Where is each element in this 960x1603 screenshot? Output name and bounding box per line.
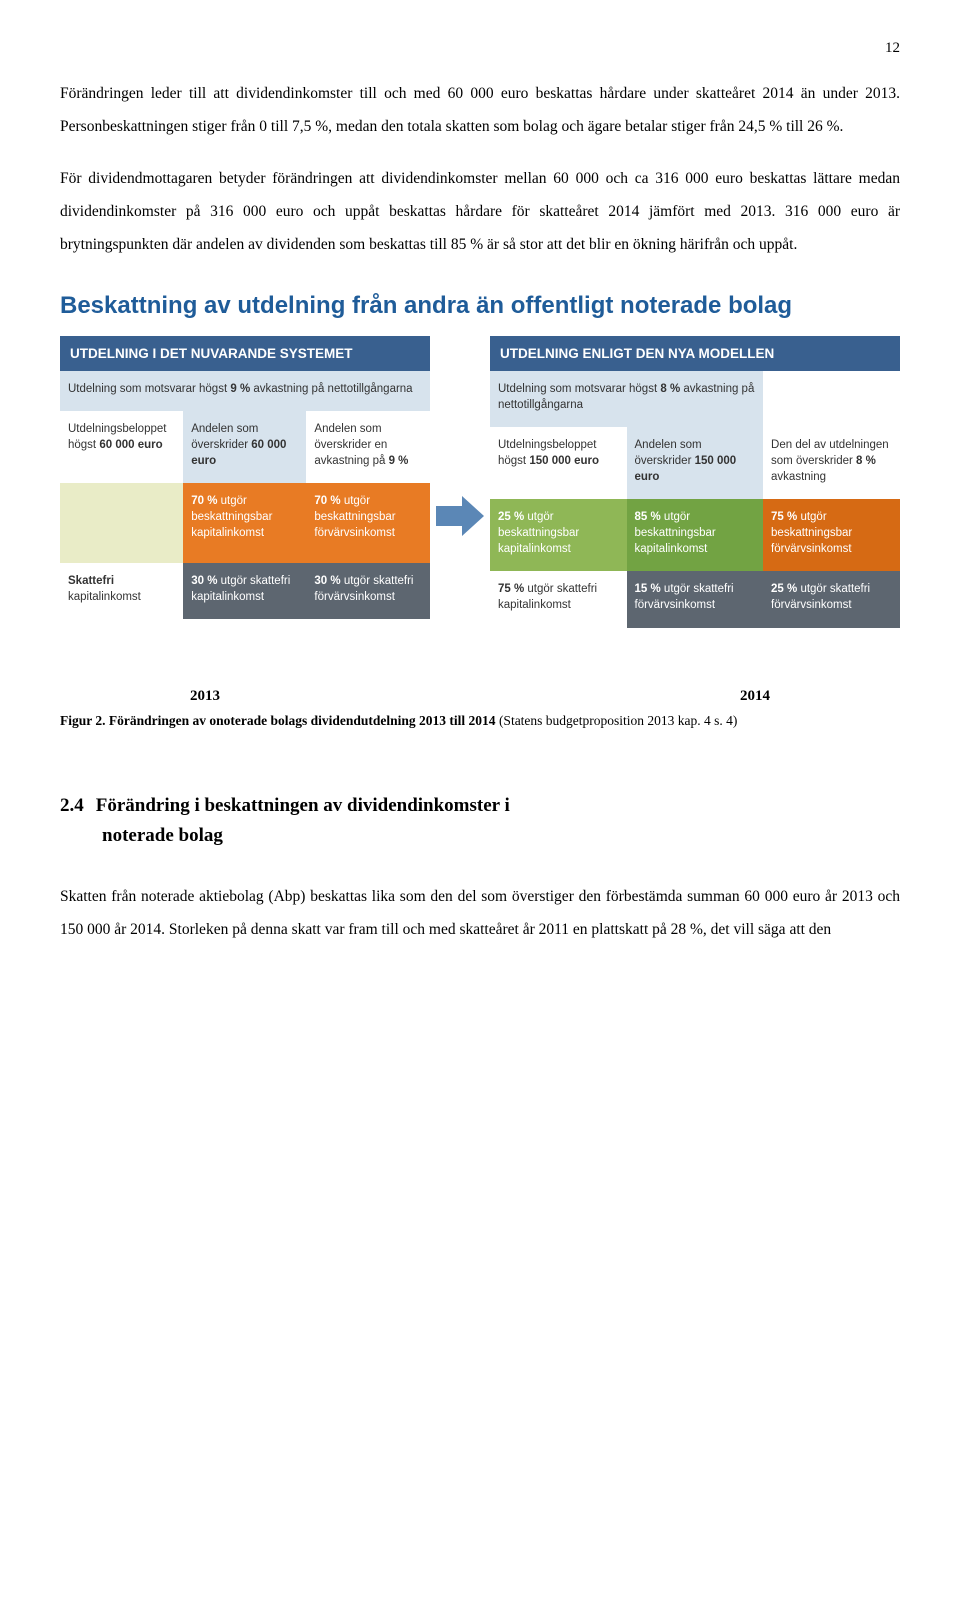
heading-line2: noterade bolag	[102, 821, 900, 851]
page-number: 12	[60, 40, 900, 57]
right-r3-c1: 25 % utgör beskattningsbar kapitalinkoms…	[490, 499, 627, 571]
arrow-right-icon	[436, 496, 484, 536]
paragraph-1: Förändringen leder till att dividendinko…	[60, 77, 900, 144]
right-row1-spacer	[763, 371, 900, 427]
heading-line1: Förändring i beskattningen av dividendin…	[96, 795, 510, 816]
year-2014: 2014	[740, 688, 770, 705]
left-r4-c1: Skattefri kapitalinkomst	[60, 563, 183, 619]
left-row1-cell: Utdelning som motsvarar högst 9 % avkast…	[60, 371, 430, 411]
right-r3-c2: 85 % utgör beskattningsbar kapitalinkoms…	[627, 499, 764, 571]
left-r2-c3: Andelen som överskrider en avkastning på…	[306, 411, 430, 483]
left-r3-c1	[60, 483, 183, 563]
panel-new-model: UTDELNING ENLIGT DEN NYA MODELLEN Utdeln…	[490, 336, 900, 628]
arrow-container	[430, 336, 490, 628]
left-row3: 70 % utgör beskattningsbar kapitalinkoms…	[60, 483, 430, 563]
right-r2-c3: Den del av utdelningen som överskrider 8…	[763, 427, 900, 499]
right-r2-c1: Utdelningsbeloppet högst 150 000 euro	[490, 427, 627, 499]
figure-caption-bold: Figur 2. Förändringen av onoterade bolag…	[60, 713, 499, 728]
heading-number: 2.4	[60, 791, 84, 821]
figure-years: 2013 2014	[190, 688, 770, 705]
infographic-panels: UTDELNING I DET NUVARANDE SYSTEMET Utdel…	[60, 336, 900, 628]
panel-right-header: UTDELNING ENLIGT DEN NYA MODELLEN	[490, 336, 900, 371]
left-r3-c2: 70 % utgör beskattningsbar kapitalinkoms…	[183, 483, 306, 563]
right-r3-c3: 75 % utgör beskattningsbar förvärvsinkom…	[763, 499, 900, 571]
left-row4: Skattefri kapitalinkomst 30 % utgör skat…	[60, 563, 430, 619]
left-r4-c2: 30 % utgör skattefri kapitalinkomst	[183, 563, 306, 619]
right-row3: 25 % utgör beskattningsbar kapitalinkoms…	[490, 499, 900, 571]
left-r3-c3: 70 % utgör beskattningsbar förvärvsinkom…	[306, 483, 430, 563]
right-row1: Utdelning som motsvarar högst 8 % avkast…	[490, 371, 900, 427]
left-r2-c1: Utdelningsbeloppet högst 60 000 euro	[60, 411, 183, 483]
left-row1: Utdelning som motsvarar högst 9 % avkast…	[60, 371, 430, 411]
right-row4: 75 % utgör skattefri kapitalinkomst 15 %…	[490, 571, 900, 627]
paragraph-2: För dividendmottagaren betyder förändrin…	[60, 162, 900, 262]
paragraph-3: Skatten från noterade aktiebolag (Abp) b…	[60, 880, 900, 947]
left-row2: Utdelningsbeloppet högst 60 000 euro And…	[60, 411, 430, 483]
right-row1-cell: Utdelning som motsvarar högst 8 % avkast…	[490, 371, 763, 427]
right-r4-c3: 25 % utgör skattefri förvärvsinkomst	[763, 571, 900, 627]
panel-left-header: UTDELNING I DET NUVARANDE SYSTEMET	[60, 336, 430, 371]
right-r4-c1: 75 % utgör skattefri kapitalinkomst	[490, 571, 627, 627]
right-r2-c2: Andelen som överskrider 150 000 euro	[627, 427, 764, 499]
section-heading-2-4: 2.4 Förändring i beskattningen av dividen…	[60, 791, 900, 852]
infographic-title: Beskattning av utdelning från andra än o…	[60, 292, 900, 320]
panel-current-system: UTDELNING I DET NUVARANDE SYSTEMET Utdel…	[60, 336, 430, 628]
right-row2: Utdelningsbeloppet högst 150 000 euro An…	[490, 427, 900, 499]
figure-caption: Figur 2. Förändringen av onoterade bolag…	[60, 711, 900, 731]
left-r2-c2: Andelen som överskrider 60 000 euro	[183, 411, 306, 483]
left-r4-c3: 30 % utgör skattefri förvärvsinkomst	[306, 563, 430, 619]
figure-caption-rest: (Statens budgetproposition 2013 kap. 4 s…	[499, 713, 737, 728]
right-r4-c2: 15 % utgör skattefri förvärvsinkomst	[627, 571, 764, 627]
year-2013: 2013	[190, 688, 220, 705]
infographic-container: Beskattning av utdelning från andra än o…	[60, 292, 900, 628]
